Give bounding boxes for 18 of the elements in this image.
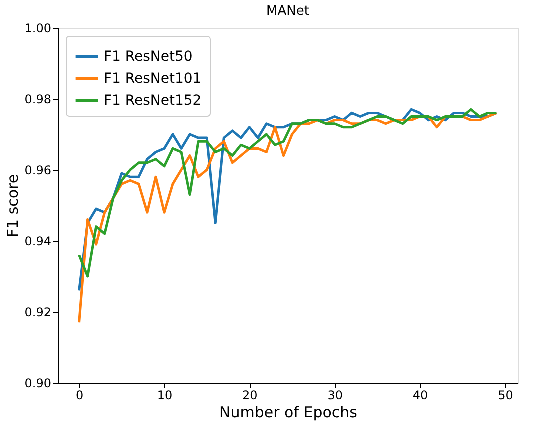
x-tick-label: 10 [157,388,173,402]
y-tick-label: 0.92 [24,306,52,320]
legend-label: F1 ResNet101 [104,71,202,87]
x-tick-label: 0 [76,388,84,402]
x-tick-label: 30 [328,388,343,402]
x-tick-label: 20 [242,388,258,402]
chart-title: MANet [266,4,310,19]
legend-label: F1 ResNet152 [104,93,202,109]
y-tick-label: 0.98 [24,92,52,106]
y-tick-label: 0.96 [24,164,52,178]
x-axis-title: Number of Epochs [220,404,358,422]
y-tick-label: 0.90 [24,376,52,390]
legend-label: F1 ResNet50 [104,49,193,65]
y-tick-label: 1.00 [24,22,52,36]
y-axis-title: F1 score [4,174,22,238]
x-tick-label: 40 [412,388,428,402]
x-tick-label: 50 [498,388,514,402]
y-tick-label: 0.94 [24,234,52,248]
